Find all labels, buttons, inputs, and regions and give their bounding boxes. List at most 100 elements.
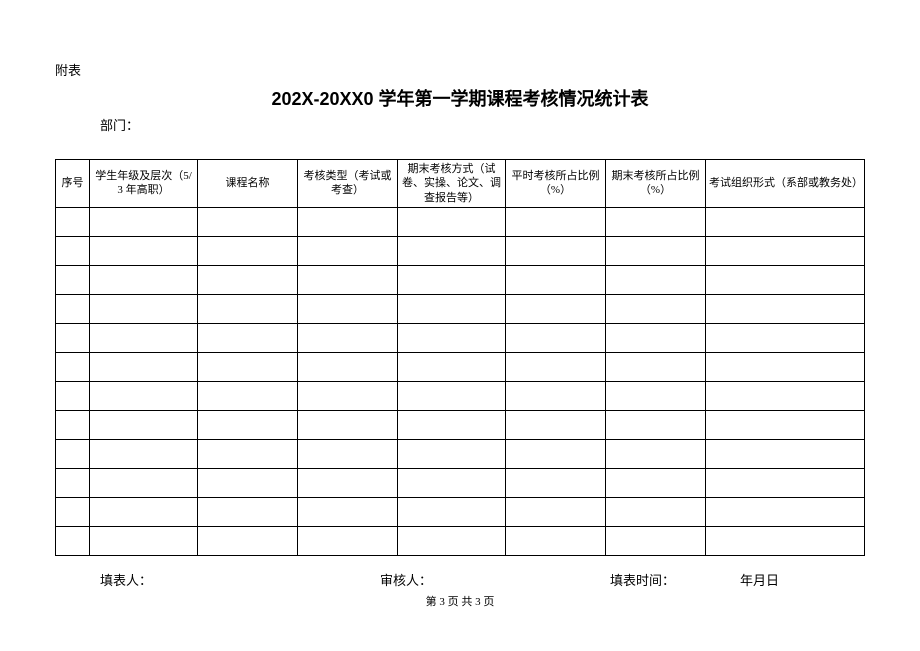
table-cell	[90, 410, 198, 439]
table-cell	[706, 381, 865, 410]
filler-label: 填表人：	[100, 570, 380, 589]
table-cell	[298, 323, 398, 352]
table-cell	[398, 468, 506, 497]
table-cell	[606, 410, 706, 439]
table-cell	[198, 294, 298, 323]
table-row	[56, 207, 865, 236]
table-cell	[606, 439, 706, 468]
table-cell	[398, 236, 506, 265]
table-row	[56, 497, 865, 526]
table-cell	[398, 410, 506, 439]
table-cell	[90, 323, 198, 352]
table-cell	[90, 526, 198, 555]
table-cell	[506, 236, 606, 265]
table-cell	[56, 410, 90, 439]
table-cell	[56, 468, 90, 497]
table-cell	[90, 265, 198, 294]
date-label: 年月日	[740, 570, 779, 589]
table-cell	[706, 323, 865, 352]
table-cell	[198, 526, 298, 555]
table-cell	[56, 381, 90, 410]
table-row	[56, 236, 865, 265]
table-cell	[298, 352, 398, 381]
table-cell	[198, 207, 298, 236]
table-cell	[706, 265, 865, 294]
table-cell	[56, 265, 90, 294]
table-cell	[298, 526, 398, 555]
table-cell	[506, 294, 606, 323]
table-cell	[506, 468, 606, 497]
attachment-label: 附表	[55, 60, 865, 79]
table-cell	[606, 381, 706, 410]
col-header-final: 期末考核所占比例（%）	[606, 160, 706, 208]
table-cell	[298, 265, 398, 294]
header-row: 序号 学生年级及层次（5/3 年高职） 课程名称 考核类型（考试或考查） 期末考…	[56, 160, 865, 208]
table-cell	[198, 381, 298, 410]
table-cell	[90, 294, 198, 323]
table-row	[56, 381, 865, 410]
table-cell	[706, 352, 865, 381]
table-cell	[198, 497, 298, 526]
department-label: 部门：	[100, 115, 865, 134]
table-cell	[298, 207, 398, 236]
table-cell	[56, 236, 90, 265]
table-row	[56, 294, 865, 323]
table-cell	[298, 236, 398, 265]
table-cell	[298, 439, 398, 468]
page-number: 第 3 页 共 3 页	[55, 593, 865, 609]
table-cell	[398, 526, 506, 555]
table-cell	[606, 526, 706, 555]
col-header-seq: 序号	[56, 160, 90, 208]
table-cell	[90, 497, 198, 526]
table-cell	[298, 410, 398, 439]
table-cell	[298, 294, 398, 323]
table-cell	[606, 207, 706, 236]
table-cell	[56, 352, 90, 381]
table-body	[56, 207, 865, 555]
table-cell	[198, 439, 298, 468]
table-row	[56, 352, 865, 381]
table-cell	[198, 410, 298, 439]
table-cell	[56, 497, 90, 526]
col-header-usual: 平时考核所占比例（%）	[506, 160, 606, 208]
table-cell	[706, 526, 865, 555]
table-cell	[90, 468, 198, 497]
table-cell	[90, 352, 198, 381]
table-cell	[506, 526, 606, 555]
table-cell	[506, 265, 606, 294]
table-cell	[90, 439, 198, 468]
table-cell	[706, 207, 865, 236]
table-cell	[198, 352, 298, 381]
assessment-table: 序号 学生年级及层次（5/3 年高职） 课程名称 考核类型（考试或考查） 期末考…	[55, 159, 865, 556]
table-cell	[398, 497, 506, 526]
table-row	[56, 410, 865, 439]
table-cell	[706, 294, 865, 323]
table-cell	[506, 207, 606, 236]
table-cell	[506, 497, 606, 526]
table-cell	[398, 207, 506, 236]
table-cell	[606, 294, 706, 323]
table-cell	[606, 497, 706, 526]
table-cell	[298, 497, 398, 526]
table-cell	[606, 265, 706, 294]
table-cell	[198, 323, 298, 352]
table-row	[56, 265, 865, 294]
table-head: 序号 学生年级及层次（5/3 年高职） 课程名称 考核类型（考试或考查） 期末考…	[56, 160, 865, 208]
table-cell	[398, 381, 506, 410]
table-row	[56, 526, 865, 555]
table-cell	[606, 468, 706, 497]
table-cell	[298, 381, 398, 410]
filltime-label: 填表时间：	[610, 570, 740, 589]
table-cell	[506, 352, 606, 381]
col-header-type: 考核类型（考试或考查）	[298, 160, 398, 208]
table-cell	[56, 526, 90, 555]
table-cell	[398, 323, 506, 352]
table-cell	[198, 468, 298, 497]
table-cell	[90, 207, 198, 236]
table-cell	[706, 468, 865, 497]
table-cell	[198, 236, 298, 265]
table-cell	[506, 323, 606, 352]
table-cell	[56, 207, 90, 236]
table-cell	[706, 236, 865, 265]
table-cell	[706, 410, 865, 439]
